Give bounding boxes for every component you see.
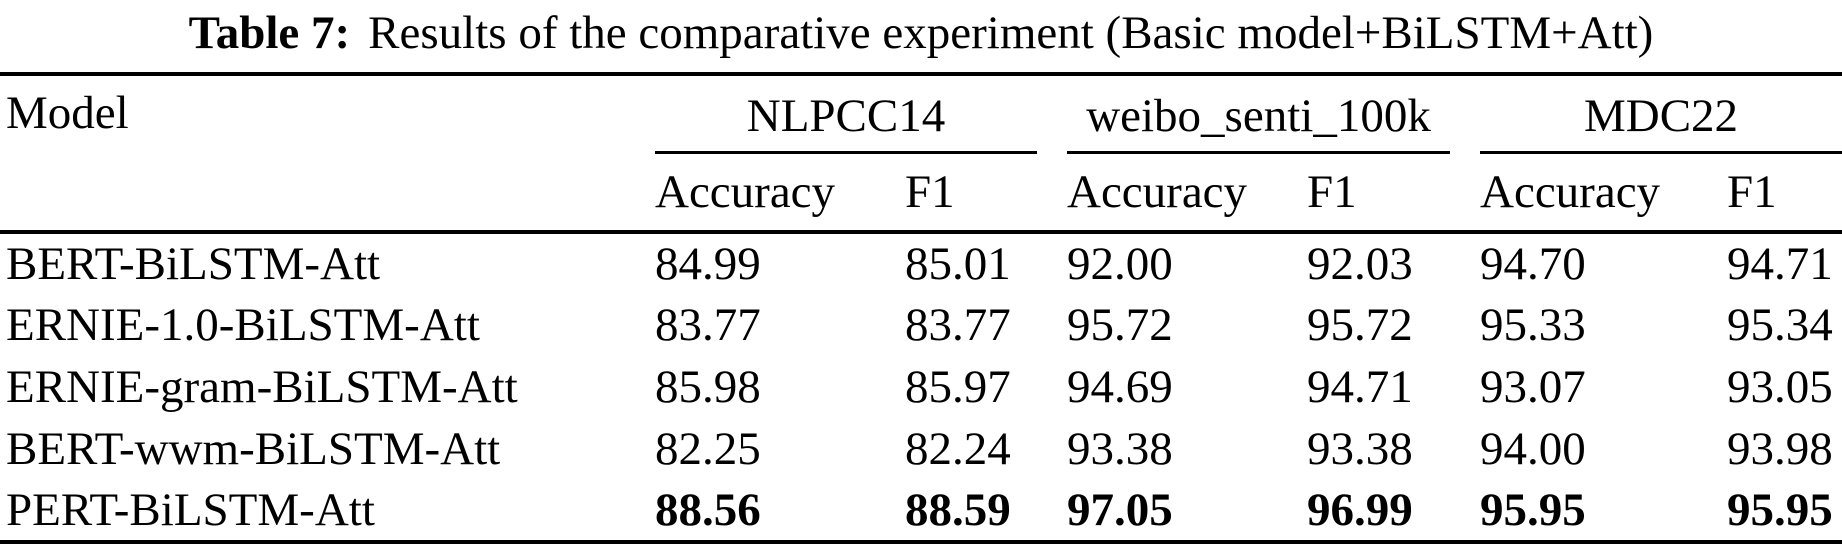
results-table: Model NLPCC14 weibo_senti_100k MDC22 Acc… <box>0 72 1842 544</box>
subheader-mdc22-f1: F1 <box>1727 165 1777 218</box>
group-header-mdc22: MDC22 <box>1480 72 1842 154</box>
metric-cell: 83.77 <box>905 298 1011 351</box>
table-caption: Table 7: Results of the comparative exper… <box>0 0 1842 72</box>
table-row: ERNIE-gram-BiLSTM-Att 85.98 85.97 94.69 … <box>0 356 1842 418</box>
metric-cell: 94.69 <box>1067 360 1173 413</box>
group-header-weibo-label: weibo_senti_100k <box>1086 89 1431 142</box>
metric-cell: 97.05 <box>1067 480 1307 544</box>
subheader-mdc22-accuracy: Accuracy <box>1480 165 1661 218</box>
subheader-nlpcc14-f1: F1 <box>905 165 955 218</box>
metric-cell: 94.00 <box>1480 422 1586 475</box>
metric-cell: 85.01 <box>905 230 1067 294</box>
metric-cell: 93.05 <box>1727 360 1833 413</box>
subheader-weibo-f1: F1 <box>1307 165 1357 218</box>
metric-cell: 95.72 <box>1067 298 1173 351</box>
metric-cell: 95.95 <box>1727 480 1842 544</box>
model-cell: ERNIE-gram-BiLSTM-Att <box>6 360 518 413</box>
table-row: ERNIE-1.0-BiLSTM-Att 83.77 83.77 95.72 9… <box>0 294 1842 356</box>
metric-cell: 92.00 <box>1067 230 1307 294</box>
table-row: BERT-BiLSTM-Att 84.99 85.01 92.00 92.03 … <box>0 230 1842 294</box>
metric-cell: 92.03 <box>1307 230 1481 294</box>
metric-cell: 85.97 <box>905 360 1011 413</box>
metric-cell: 88.59 <box>905 480 1067 544</box>
metric-cell: 93.98 <box>1727 422 1833 475</box>
model-cell: ERNIE-1.0-BiLSTM-Att <box>6 298 480 351</box>
metric-cell: 82.24 <box>905 422 1011 475</box>
subheader-nlpcc14-accuracy: Accuracy <box>655 165 836 218</box>
metric-cell: 85.98 <box>655 360 761 413</box>
model-column-header: Model <box>0 72 655 154</box>
group-header-nlpcc14: NLPCC14 <box>655 72 1067 154</box>
table-row-best: PERT-BiLSTM-Att 88.56 88.59 97.05 96.99 … <box>0 480 1842 544</box>
model-cell: PERT-BiLSTM-Att <box>0 480 655 544</box>
table-caption-label: Table 7: <box>188 7 351 59</box>
metric-cell: 82.25 <box>655 422 761 475</box>
metric-cell: 95.72 <box>1307 298 1413 351</box>
metric-cell: 93.07 <box>1480 360 1586 413</box>
metric-cell: 95.33 <box>1480 298 1586 351</box>
metric-cell: 94.71 <box>1727 230 1842 294</box>
metric-cell: 95.34 <box>1727 298 1833 351</box>
group-header-weibo: weibo_senti_100k <box>1067 72 1481 154</box>
metric-cell: 88.56 <box>655 480 905 544</box>
metric-cell: 93.38 <box>1067 422 1173 475</box>
table-row: BERT-wwm-BiLSTM-Att 82.25 82.24 93.38 93… <box>0 418 1842 480</box>
metric-cell: 83.77 <box>655 298 761 351</box>
metric-cell: 93.38 <box>1307 422 1413 475</box>
spacer-cell <box>0 154 655 232</box>
subheader-weibo-accuracy: Accuracy <box>1067 165 1248 218</box>
metric-cell: 96.99 <box>1307 480 1481 544</box>
metric-cell: 95.95 <box>1480 480 1728 544</box>
table-caption-text: Results of the comparative experiment (B… <box>368 7 1654 59</box>
metric-cell: 94.70 <box>1480 230 1728 294</box>
group-header-row: Model NLPCC14 weibo_senti_100k MDC22 <box>0 72 1842 154</box>
metric-cell: 94.71 <box>1307 360 1413 413</box>
metric-cell: 84.99 <box>655 230 905 294</box>
group-header-nlpcc14-label: NLPCC14 <box>746 89 946 142</box>
model-cell: BERT-BiLSTM-Att <box>0 230 655 294</box>
model-cell: BERT-wwm-BiLSTM-Att <box>6 422 501 475</box>
group-header-mdc22-label: MDC22 <box>1583 89 1739 142</box>
sub-header-row: Accuracy F1 Accuracy F1 Accuracy F1 <box>0 154 1842 232</box>
